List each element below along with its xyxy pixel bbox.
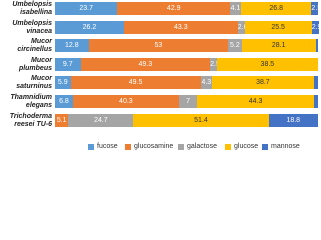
bar-segment <box>133 113 269 127</box>
category-label: Mucor plumbeus <box>18 56 52 72</box>
value-label: 43.3 <box>174 23 188 31</box>
value-label: 5.1 <box>56 116 67 124</box>
value-label: 44.3 <box>248 98 263 105</box>
value-label: 9.7 <box>62 60 73 68</box>
legend-label: glucose <box>234 143 259 150</box>
value-label: 51.4 <box>194 116 208 124</box>
bar-segment <box>55 20 124 34</box>
bar-segment <box>55 95 73 108</box>
bar-segment <box>68 113 134 127</box>
bar-segment <box>55 2 118 15</box>
chart: Umbelopsis isabellina 23.7 42.9 4.1 26.8 2.5 U… <box>9 1 321 150</box>
legend-label: fucose <box>97 143 118 150</box>
bar-segment <box>88 39 229 53</box>
value-label: 5.2 <box>230 42 240 50</box>
bar-segment <box>200 76 212 90</box>
bar-segment <box>230 2 241 15</box>
bar-segment <box>237 20 245 34</box>
value-label: 25.5 <box>271 23 285 31</box>
value-label: 49.5 <box>128 79 143 87</box>
value-label: 2.5 <box>311 5 321 12</box>
bar-segment <box>216 57 318 71</box>
value-label: 5.9 <box>57 79 68 87</box>
bar-segment <box>123 20 238 34</box>
category-label: Trichoderma reesei TU-6 <box>9 112 52 128</box>
bar-segment <box>70 76 201 90</box>
value-label: 7 <box>186 98 191 105</box>
bar-segment <box>311 2 318 15</box>
bar-segment <box>72 95 179 108</box>
value-label: 2.5 <box>210 60 220 68</box>
value-label: 49.3 <box>138 60 153 68</box>
bar-segment <box>241 39 316 53</box>
value-label: 12.8 <box>65 42 79 50</box>
bar-segment <box>212 76 314 90</box>
value-label: 2.9 <box>311 23 321 31</box>
category-label: Umbelopsis isabellina <box>12 1 52 16</box>
category-label: Mucor saturninus <box>16 75 52 91</box>
bar-segment <box>55 57 81 71</box>
bar-segment <box>55 39 89 53</box>
category-label: Thamnidium elegans <box>10 94 52 109</box>
bar-segment <box>55 113 69 127</box>
bar-segment <box>240 2 312 15</box>
legend-swatch <box>88 144 94 150</box>
value-label: 53 <box>154 42 163 50</box>
bar-segment <box>55 76 71 90</box>
value-label: 2.6 <box>237 23 248 31</box>
bar-segment <box>228 39 242 53</box>
value-label: 38.5 <box>260 60 275 68</box>
legend-label: glucosamine <box>134 143 174 150</box>
value-label: 38.7 <box>256 79 270 87</box>
value-label: 18.8 <box>286 116 301 124</box>
category-label: Mucor circinellus <box>17 38 52 54</box>
bar-segment <box>210 57 217 71</box>
value-label: 40.3 <box>119 98 133 105</box>
bar-segment <box>197 95 314 108</box>
bar-segment <box>315 39 318 53</box>
category-label: Umbelopsis vinacea <box>12 19 52 35</box>
value-label: 4.1 <box>230 5 241 12</box>
value-label: 42.9 <box>166 5 181 12</box>
bar-segment <box>268 113 318 127</box>
legend-label: mannose <box>271 143 300 150</box>
legend-label: galactose <box>187 143 217 150</box>
value-label: 24.7 <box>94 116 108 124</box>
value-label: 4.3 <box>201 79 212 87</box>
value-label: 6.8 <box>59 98 69 105</box>
value-label: 23.7 <box>79 5 93 12</box>
bar-segment <box>80 57 211 71</box>
legend-swatch <box>178 144 184 150</box>
value-label: 26.8 <box>269 5 283 12</box>
bar-segment <box>313 76 318 90</box>
legend-swatch <box>125 144 131 150</box>
value-label: 28.1 <box>271 42 286 50</box>
bar-segment <box>244 20 312 34</box>
legend-swatch <box>262 144 268 150</box>
legend-swatch <box>225 144 231 150</box>
bar-segment <box>313 95 318 108</box>
bar-segment <box>178 95 198 108</box>
bar-segment <box>117 2 231 15</box>
bar-segment <box>311 20 320 34</box>
value-label: 26.2 <box>82 23 97 31</box>
